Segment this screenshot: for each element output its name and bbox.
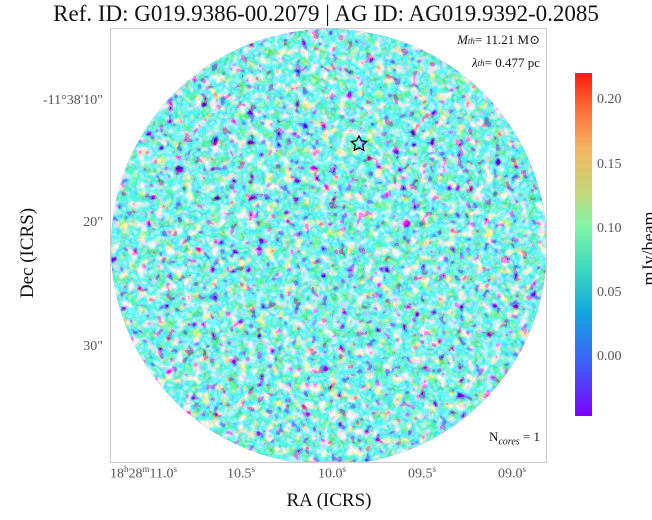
- x-axis-label: RA (ICRS): [286, 490, 372, 511]
- colorbar-tick: 0.15: [597, 157, 622, 172]
- colorbar: [575, 73, 592, 416]
- jeans-annotation: Mth= 11.21 M⊙ λth= 0.477 pc: [457, 31, 540, 76]
- x-tick-label: 18h28m11.0s: [110, 464, 178, 482]
- x-tick-label: 09.0s: [498, 464, 527, 482]
- colorbar-tick: 0.20: [597, 92, 622, 107]
- colorbar-tick: 0.00: [597, 349, 622, 364]
- y-tick-label: -11°38'10": [43, 93, 103, 108]
- x-tick-label: 10.5s: [227, 464, 256, 482]
- jeans-length: λth= 0.477 pc: [471, 54, 540, 70]
- colorbar-tick: 0.10: [597, 221, 622, 236]
- y-tick-label: 30": [83, 339, 103, 354]
- y-tick-label: 20": [83, 215, 103, 230]
- ncores-annotation: Ncores = 1: [488, 429, 540, 448]
- plot-area: Mth= 11.21 M⊙ λth= 0.477 pc Ncores = 1: [110, 28, 547, 463]
- intensity-map: [111, 29, 546, 462]
- x-tick-label: 09.5s: [408, 464, 437, 482]
- colorbar-tick: 0.05: [597, 285, 622, 300]
- jeans-mass: Mth= 11.21 M⊙: [457, 32, 540, 47]
- y-axis-label: Dec (ICRS): [17, 207, 38, 299]
- chart-title: Ref. ID: G019.9386-00.2079 | AG ID: AG01…: [53, 1, 599, 26]
- colorbar-label: mJy/beam: [638, 211, 652, 286]
- x-tick-label: 10.0s: [318, 464, 347, 482]
